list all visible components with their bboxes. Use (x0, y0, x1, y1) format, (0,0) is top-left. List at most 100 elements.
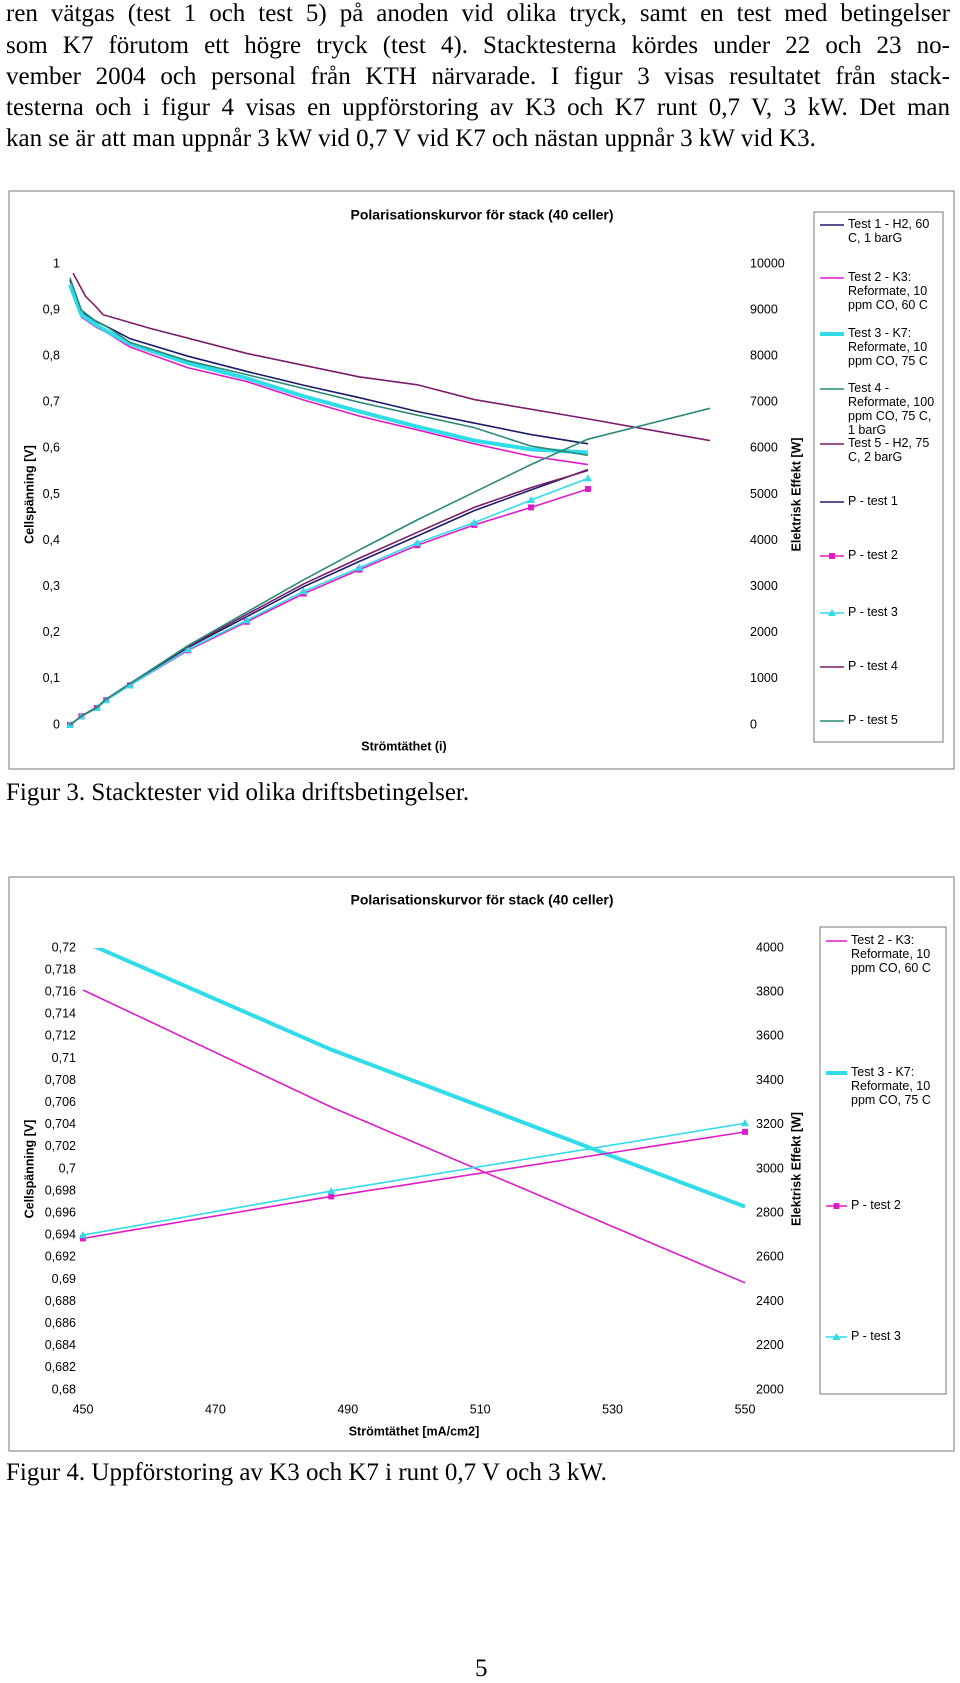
y2-tick-label: 9000 (750, 302, 778, 316)
chart-frame (8, 876, 955, 1452)
y2-tick-label: 10000 (750, 256, 785, 270)
figure-caption: Figur 4. Uppförstoring av K3 och K7 i ru… (6, 1459, 607, 1486)
y-tick-label: 0,5 (43, 487, 60, 501)
marker (79, 1231, 87, 1239)
y-axis-label: Cellspänning [V] (22, 1120, 36, 1219)
legend-label: Test 3 - K7: Reformate, 10 ppm CO, 75 C (848, 326, 928, 368)
plot-area (66, 272, 711, 728)
y-tick-label: 0,68 (52, 1382, 76, 1396)
chart-title: Polarisationskurvor för stack (40 celler… (351, 207, 614, 223)
legend-label: Test 2 - K3: Reformate, 10 ppm CO, 60 C (848, 270, 928, 312)
legend-label: P - test 4 (848, 659, 898, 673)
marker (527, 496, 536, 504)
y-tick-label: 0 (53, 717, 60, 731)
marker (833, 1203, 840, 1209)
y-tick-label: 0,686 (45, 1316, 76, 1330)
y-tick-label: 0,8 (43, 348, 60, 362)
marker (584, 485, 591, 492)
x-axis-label: Strömtäthet (i) (361, 739, 446, 753)
y-tick-label: 0,702 (45, 1139, 76, 1153)
legend-entry: P - test 2 (848, 548, 898, 562)
y-tick-label: 0,7 (59, 1161, 76, 1175)
y2-tick-label: 6000 (750, 441, 778, 455)
legend-label: Test 4 - Reformate, 100 ppm CO, 75 C, 1 … (848, 381, 935, 437)
series-line (69, 488, 589, 726)
y2-axis-label: Elektrisk Effekt [W] (789, 1112, 803, 1226)
x-axis-label: Strömtäthet [mA/cm2] (349, 1424, 480, 1438)
chart-title: Polarisationskurvor för stack (40 celler… (351, 892, 614, 908)
y2-axis-label: Elektrisk Effekt [W] (789, 438, 803, 552)
legend-label: P - test 1 (848, 494, 898, 508)
y2-tick-label: 5000 (750, 487, 778, 501)
y-tick-label: 0,69 (52, 1272, 76, 1286)
legend-label: P - test 3 (851, 1329, 901, 1343)
paragraph-line: som K7 förutom ett högre tryck (test 4).… (6, 32, 950, 59)
marker (528, 504, 535, 511)
legend-label: Test 3 - K7: Reformate, 10 ppm CO, 75 C (851, 1065, 931, 1107)
y-tick-label: 0,4 (43, 533, 60, 547)
legend-entry: P - test 3 (848, 605, 898, 619)
y-tick-label: 0,696 (45, 1205, 76, 1219)
y-tick-label: 0,6 (43, 441, 60, 455)
y2-tick-label: 4000 (756, 940, 784, 954)
y2-tick-label: 3200 (756, 1117, 784, 1131)
legend-entry: Test 4 - Reformate, 100 ppm CO, 75 C, 1 … (848, 381, 935, 437)
y-tick-label: 0,692 (45, 1250, 76, 1264)
legend-entry: Test 2 - K3: Reformate, 10 ppm CO, 60 C (848, 270, 928, 312)
paragraph-line: testerna och i figur 4 visas en uppförst… (6, 94, 950, 121)
y-tick-label: 0,712 (45, 1029, 76, 1043)
y-tick-label: 0,682 (45, 1360, 76, 1374)
y-tick-label: 0,684 (45, 1338, 76, 1352)
y2-tick-label: 2000 (750, 625, 778, 639)
y2-tick-label: 2600 (756, 1250, 784, 1264)
series-line (69, 277, 589, 457)
y-tick-label: 0,706 (45, 1095, 76, 1109)
marker (328, 1193, 335, 1200)
y2-tick-label: 7000 (750, 395, 778, 409)
x-tick-label: 450 (73, 1402, 94, 1416)
y-tick-label: 0,688 (45, 1294, 76, 1308)
marker (242, 616, 251, 624)
marker (413, 538, 422, 546)
series-line (69, 286, 589, 466)
legend-label: P - test 2 (848, 548, 898, 562)
legend-label: Test 1 - H2, 60 C, 1 barG (848, 217, 930, 245)
chart: Polarisationskurvor för stack (40 celler… (8, 876, 955, 1452)
marker (80, 1235, 86, 1242)
paragraph-line: kan se är att man uppnår 3 kW vid 0,7 V … (6, 125, 816, 152)
legend-entry: P - test 4 (848, 659, 898, 673)
marker (470, 518, 479, 526)
legend-entry: P - test 3 (851, 1329, 901, 1343)
y-tick-label: 1 (53, 256, 60, 270)
paragraph-line: ren vätgas (test 1 och test 5) på anoden… (6, 0, 950, 27)
chart: Polarisationskurvor för stack (40 celler… (8, 190, 955, 770)
legend-box (819, 926, 947, 1395)
paragraph-line: vember 2004 och personal från KTH närvar… (6, 63, 950, 90)
x-tick-label: 530 (602, 1402, 623, 1416)
y-tick-label: 0,3 (43, 579, 60, 593)
y2-tick-label: 2800 (756, 1205, 784, 1219)
y-tick-label: 0,72 (52, 940, 76, 954)
series-line (68, 284, 589, 455)
y-tick-label: 0,694 (45, 1228, 76, 1242)
series-line (69, 407, 711, 726)
plot-area (79, 948, 749, 1284)
legend-entry: P - test 1 (848, 494, 898, 508)
marker (828, 609, 836, 616)
legend-entry: Test 5 - H2, 75 C, 2 barG (848, 436, 929, 464)
marker (741, 1119, 749, 1127)
legend-entry: Test 3 - K7: Reformate, 10 ppm CO, 75 C (848, 326, 928, 368)
y2-tick-label: 3400 (756, 1073, 784, 1087)
y-tick-label: 0,698 (45, 1183, 76, 1197)
series-line (82, 989, 746, 1284)
y-tick-label: 0,7 (43, 395, 60, 409)
y-tick-label: 0,708 (45, 1073, 76, 1087)
y2-tick-label: 3800 (756, 984, 784, 998)
chart-frame (8, 190, 955, 770)
y2-tick-label: 8000 (750, 348, 778, 362)
y-tick-label: 0,714 (45, 1007, 76, 1021)
y-tick-label: 0,71 (52, 1051, 76, 1065)
series-line (69, 477, 589, 726)
y-tick-label: 0,2 (43, 625, 60, 639)
legend-entry: P - test 5 (848, 713, 898, 727)
